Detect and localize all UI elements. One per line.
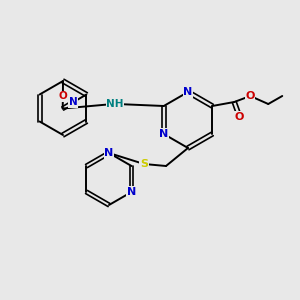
Text: N: N [69, 97, 78, 107]
Text: O: O [235, 112, 244, 122]
Text: N: N [183, 87, 193, 97]
Text: O: O [246, 91, 255, 101]
Text: S: S [140, 159, 148, 169]
Text: N: N [104, 148, 114, 158]
Text: O: O [58, 91, 67, 101]
Text: NH: NH [106, 99, 124, 109]
Text: N: N [159, 129, 168, 139]
Text: N: N [127, 187, 136, 197]
